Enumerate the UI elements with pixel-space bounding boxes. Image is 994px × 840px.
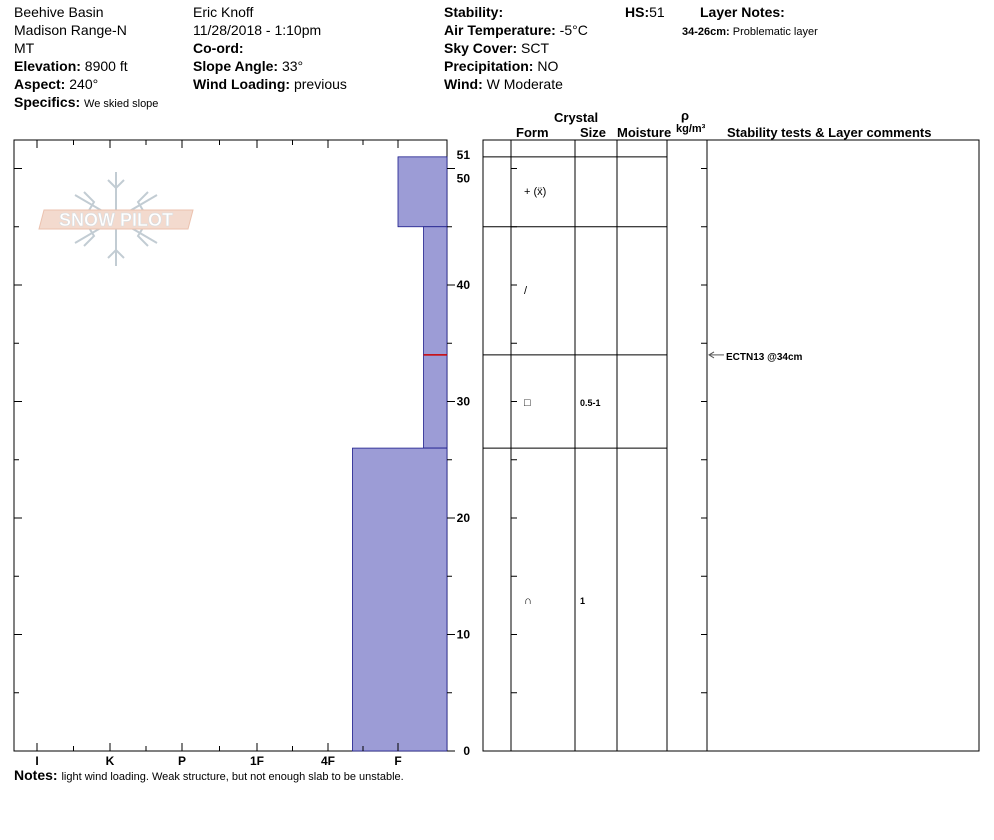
precip-label: Precipitation: [444, 58, 534, 74]
specifics-row: Specifics: We skied slope [14, 94, 158, 112]
specifics-label: Specifics: [14, 94, 81, 110]
hardness-label-1f: 1F [250, 754, 264, 768]
notes-label: Notes: [14, 767, 58, 783]
observer-name: Eric Knoff [193, 4, 254, 20]
height-label-50: 50 [457, 172, 471, 186]
hs-value: 51 [649, 4, 665, 20]
slope-value: 33° [281, 58, 304, 74]
wind-loading-label: Wind Loading: [193, 76, 291, 92]
notes-row: Notes: light wind loading. Weak structur… [14, 767, 404, 785]
layer-size-3: 0.5-1 [580, 398, 601, 408]
stability-label: Stability: [444, 4, 504, 20]
form-header: Form [516, 125, 549, 140]
layer-bar-3 [423, 354, 448, 449]
height-label-20: 20 [457, 511, 471, 525]
wind-label: Wind: [444, 76, 483, 92]
layer-notes-label: Layer Notes: [700, 4, 785, 20]
air-temp-label: Air Temperature: [444, 22, 556, 38]
snowpilot-logo: SNOW PILOT [38, 172, 194, 266]
hardness-label-i: I [35, 754, 38, 768]
layer-note-text: Problematic layer [732, 26, 818, 38]
elevation-value: 8900 ft [84, 58, 128, 74]
layer-note-row: 34-26cm: Problematic layer [682, 24, 818, 40]
layer-bar-1 [397, 156, 448, 228]
sky-value: SCT [521, 40, 550, 56]
layer-form-4: ∩ [524, 595, 532, 607]
moisture-header: Moisture [617, 125, 672, 140]
layer-note-range: 34-26cm: [682, 26, 730, 38]
air-temp-value: -5°C [559, 22, 588, 38]
slope-label: Slope Angle: [193, 58, 279, 74]
hardness-label-f: F [394, 754, 401, 768]
stability-test-label: ECTN13 @34cm [726, 352, 803, 363]
hs-label: HS: [625, 4, 650, 20]
size-header: Size [580, 125, 607, 140]
height-label-0: 0 [463, 744, 470, 758]
range-name: Madison Range-N [14, 22, 127, 38]
layer-size-4: 1 [580, 596, 585, 606]
height-label-10: 10 [457, 628, 471, 642]
stability-tests-header: Stability tests & Layer comments [727, 125, 932, 140]
wind-loading-row: Wind Loading: previous [193, 76, 347, 92]
precip-row: Precipitation: NO [444, 58, 558, 74]
state-name: MT [14, 40, 35, 56]
logo-text: SNOW PILOT [59, 210, 173, 230]
aspect-value: 240° [69, 76, 99, 92]
elevation-label: Elevation: [14, 58, 81, 74]
height-label-30: 30 [457, 395, 471, 409]
hardness-axis: I K P 1F 4F F [35, 140, 402, 768]
elevation-row: Elevation: 8900 ft [14, 58, 128, 74]
density-unit-header: kg/m³ [676, 123, 706, 135]
precip-value: NO [537, 58, 559, 74]
slope-row: Slope Angle: 33° [193, 58, 303, 74]
wind-loading-value: previous [293, 76, 347, 92]
layer-bars [352, 156, 448, 752]
sky-label: Sky Cover: [444, 40, 518, 56]
aspect-label: Aspect: [14, 76, 66, 92]
layer-table-grid [482, 139, 980, 752]
layer-form-1: + (ẍ) [524, 186, 546, 198]
aspect-row: Aspect: 240° [14, 76, 98, 92]
coord-label: Co-ord: [193, 40, 244, 56]
wind-value: W Moderate [486, 76, 563, 92]
specifics-value: We skied slope [84, 98, 159, 110]
layer-form-2: / [524, 285, 528, 297]
layer-table-cells: + (ẍ) / □ 0.5-1 ∩ 1 [524, 186, 724, 607]
hardness-label-4f: 4F [321, 754, 335, 768]
location-name: Beehive Basin [14, 4, 104, 20]
layer-form-3: □ [524, 397, 531, 409]
hs-row: HS:51 [625, 4, 665, 20]
sky-row: Sky Cover: SCT [444, 40, 549, 56]
layer-bar-4 [352, 447, 448, 752]
height-label-40: 40 [457, 278, 471, 292]
air-temp-row: Air Temperature: -5°C [444, 22, 588, 38]
rho-header: ρ [681, 108, 690, 123]
stability-test-arrowhead-icon [708, 351, 715, 359]
notes-text: light wind loading. Weak structure, but … [61, 771, 404, 783]
logo-banner [38, 209, 194, 230]
hardness-label-k: K [106, 754, 115, 768]
wind-row: Wind: W Moderate [444, 76, 563, 92]
height-label-51: 51 [457, 148, 471, 162]
height-axis: 0 10 20 30 40 50 51 [14, 148, 707, 758]
layer-bar-2 [423, 226, 448, 356]
layer-table-border [482, 139, 980, 752]
crystal-header: Crystal [554, 110, 599, 125]
observation-datetime: 11/28/2018 - 1:10pm [193, 22, 322, 38]
hardness-label-p: P [178, 754, 186, 768]
